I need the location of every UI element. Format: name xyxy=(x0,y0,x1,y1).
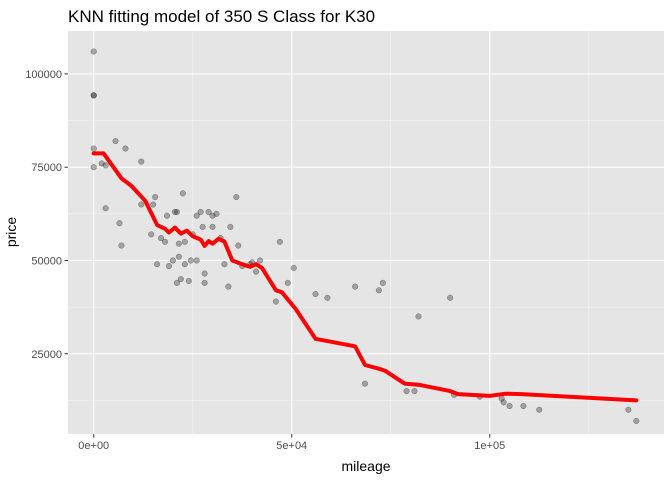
data-point xyxy=(122,145,129,152)
data-point xyxy=(193,257,200,264)
data-point xyxy=(197,208,204,216)
data-point xyxy=(284,279,291,286)
data-point xyxy=(235,242,242,249)
data-point xyxy=(102,205,109,212)
data-point xyxy=(536,406,543,413)
chart-title: KNN fitting model of 350 S Class for K30 xyxy=(68,7,375,26)
data-point xyxy=(361,380,369,387)
data-point xyxy=(352,283,359,290)
data-point xyxy=(181,238,188,245)
data-point xyxy=(209,223,216,230)
data-point xyxy=(520,402,527,410)
data-point xyxy=(633,417,640,424)
data-point xyxy=(415,313,422,320)
data-point xyxy=(209,212,216,219)
data-point xyxy=(221,261,228,268)
data-point xyxy=(187,257,194,264)
y-tick-label: 75000 xyxy=(31,162,62,174)
data-point xyxy=(161,238,169,245)
data-point xyxy=(213,210,220,217)
y-axis-title: price xyxy=(3,217,19,248)
data-point xyxy=(175,253,182,260)
data-point xyxy=(98,160,105,167)
data-point xyxy=(90,92,97,99)
data-point xyxy=(193,212,200,219)
data-point xyxy=(90,164,97,171)
data-point xyxy=(185,277,192,285)
data-point xyxy=(411,388,418,395)
data-point xyxy=(324,294,331,301)
y-tick-label: 50000 xyxy=(31,255,62,267)
data-point xyxy=(253,268,260,275)
data-point xyxy=(500,399,507,406)
data-point xyxy=(276,238,283,245)
data-point xyxy=(375,287,382,294)
data-point xyxy=(403,388,410,395)
data-point xyxy=(199,223,206,230)
data-point xyxy=(118,242,125,249)
x-tick-label: 1e+05 xyxy=(474,440,505,452)
data-point xyxy=(173,208,180,216)
data-point xyxy=(227,223,234,230)
data-point xyxy=(90,92,97,99)
x-tick-label: 0e+00 xyxy=(78,440,109,452)
data-point xyxy=(152,194,159,201)
knn-fit-line xyxy=(91,151,639,403)
data-point xyxy=(148,231,155,238)
plot-panel xyxy=(68,31,664,434)
data-point xyxy=(201,279,208,286)
data-point xyxy=(175,240,182,247)
x-axis-title: mileage xyxy=(341,458,390,474)
data-point xyxy=(233,194,240,201)
data-point xyxy=(138,201,145,208)
data-point xyxy=(447,294,454,301)
data-point xyxy=(205,208,212,216)
data-point xyxy=(177,276,184,283)
data-point xyxy=(179,190,186,197)
data-point xyxy=(181,261,188,268)
data-point xyxy=(312,291,319,298)
data-point xyxy=(112,138,119,145)
data-point xyxy=(379,279,386,286)
x-tick-label: 5e+04 xyxy=(276,440,307,452)
data-point xyxy=(625,406,632,413)
data-point xyxy=(163,212,171,219)
data-point xyxy=(257,257,264,264)
data-point xyxy=(154,261,161,268)
data-point xyxy=(506,402,513,410)
data-point xyxy=(90,145,97,152)
data-point xyxy=(150,201,157,208)
y-tick-label: 25000 xyxy=(31,349,62,361)
y-axis-ticks: 25000 50000 75000 100000 xyxy=(25,69,68,361)
data-point xyxy=(225,283,232,290)
data-point xyxy=(173,279,180,286)
data-point xyxy=(90,48,97,55)
x-axis-ticks: 0e+00 5e+04 1e+05 xyxy=(78,434,505,452)
grid-minor xyxy=(68,31,664,434)
data-point xyxy=(165,263,173,270)
data-point xyxy=(138,158,145,165)
y-tick-label: 100000 xyxy=(25,69,62,81)
data-point xyxy=(102,162,109,169)
data-point xyxy=(158,235,165,242)
data-point xyxy=(171,208,178,216)
data-point xyxy=(169,257,176,264)
data-point xyxy=(290,264,297,271)
data-point xyxy=(116,220,123,227)
data-point xyxy=(272,298,279,305)
data-point xyxy=(201,270,208,277)
grid-major xyxy=(68,31,664,434)
